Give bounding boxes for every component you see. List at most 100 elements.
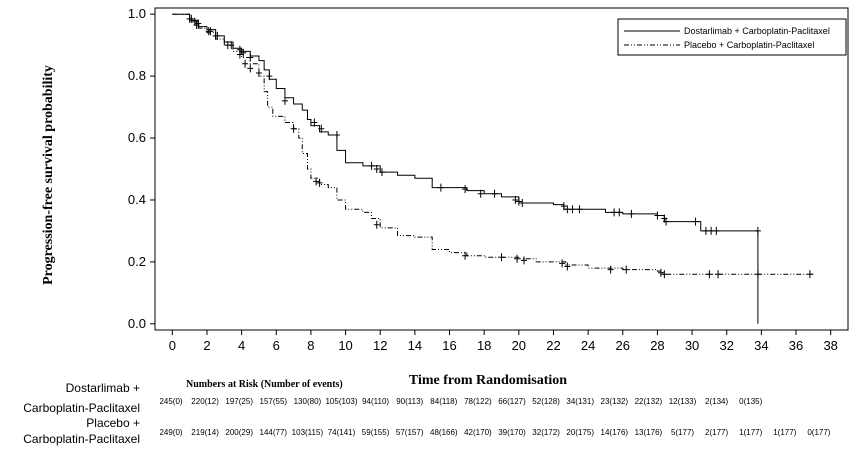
x-tick-label: 36 — [789, 338, 803, 353]
censor-mark — [628, 209, 635, 218]
risk-value: 144(77) — [260, 428, 288, 437]
legend-box — [617, 18, 847, 56]
x-tick-label: 32 — [719, 338, 733, 353]
risk-value: 0(135) — [739, 397, 762, 406]
risk-value: 1(177) — [773, 428, 796, 437]
legend-label-placebo: Placebo + Carboplatin-Paclitaxel — [684, 40, 814, 50]
risk-value: 84(118) — [430, 397, 457, 406]
x-tick-label: 12 — [373, 338, 387, 353]
x-tick-label: 4 — [238, 338, 245, 353]
censor-mark — [437, 183, 444, 192]
x-tick-label: 0 — [169, 338, 176, 353]
censor-mark — [514, 254, 521, 263]
censor-mark — [569, 205, 576, 214]
risk-values: 245(0) 220(12) 197(25) 157(55) 130(80) 105(10… — [159, 397, 830, 437]
risk-value: 94(110) — [362, 397, 389, 406]
censor-mark — [806, 270, 813, 279]
censor-mark — [654, 211, 661, 220]
x-tick-label: 14 — [408, 338, 422, 353]
censor-mark — [713, 226, 720, 235]
risk-value: 2(177) — [705, 428, 728, 437]
censor-mark — [477, 189, 484, 198]
censor-mark — [559, 259, 566, 268]
censor-mark — [368, 161, 375, 170]
risk-value: 157(55) — [260, 397, 288, 406]
censor-mark — [521, 256, 528, 265]
censor-mark — [236, 50, 243, 59]
censor-mark — [316, 178, 323, 187]
censor-mark — [318, 124, 325, 133]
risk-value: 90(113) — [396, 397, 423, 406]
risk-value: 42(170) — [464, 428, 492, 437]
x-tick-label: 2 — [203, 338, 210, 353]
risk-value: 20(175) — [566, 428, 594, 437]
x-tick-label: 34 — [754, 338, 768, 353]
risk-value: 5(177) — [671, 428, 694, 437]
risk-value: 130(80) — [294, 397, 322, 406]
censor-mark — [611, 208, 618, 217]
y-tick-label: 0.4 — [128, 192, 146, 207]
censor-mark — [205, 27, 212, 36]
censor-mark — [224, 41, 231, 50]
risk-value: 12(133) — [669, 397, 697, 406]
censor-mark — [663, 217, 670, 226]
censor-mark — [193, 21, 200, 30]
risk-value: 57(157) — [396, 428, 424, 437]
x-tick-label: 8 — [307, 338, 314, 353]
risk-value: 0(177) — [807, 428, 830, 437]
censor-mark — [462, 251, 469, 260]
censor-mark — [378, 168, 385, 177]
censor-mark — [212, 31, 219, 40]
y-tick-label: 0.8 — [128, 68, 146, 83]
x-axis: 0 2 4 6 8 10 12 14 16 18 20 22 24 26 28 30 32 34 36 38 — [169, 330, 838, 353]
risk-value: 1(177) — [739, 428, 762, 437]
risk-value: 14(176) — [601, 428, 629, 437]
risk-table-title: Numbers at Risk (Number of events) — [186, 379, 343, 390]
y-axis: 0.0 0.2 0.4 0.6 0.8 1.0 — [128, 6, 155, 331]
censor-mark — [754, 270, 761, 279]
censor-mark — [564, 262, 571, 271]
y-tick-label: 0.6 — [128, 130, 146, 145]
risk-value: 219(14) — [191, 428, 219, 437]
risk-value: 2(134) — [705, 397, 728, 406]
censor-mark — [564, 205, 571, 214]
risk-row-label-placebo-line2: Carboplatin-Paclitaxel — [23, 432, 140, 446]
y-tick-label: 1.0 — [128, 6, 146, 21]
censor-mark — [290, 124, 297, 133]
risk-value: 103(115) — [292, 428, 324, 437]
censor-mark — [512, 195, 519, 204]
risk-value: 23(132) — [601, 397, 629, 406]
x-axis-title: Time from Randomisation — [409, 373, 567, 388]
series-layer — [172, 13, 814, 324]
censor-mark — [661, 270, 668, 279]
x-tick-label: 26 — [616, 338, 630, 353]
y-tick-label: 0.2 — [128, 254, 146, 269]
risk-value: 74(141) — [328, 428, 356, 437]
plot-frame — [154, 7, 849, 331]
risk-value: 105(103) — [325, 397, 357, 406]
risk-value: 48(166) — [430, 428, 458, 437]
censor-mark — [657, 268, 664, 277]
risk-value: 66(127) — [498, 397, 526, 406]
x-tick-label: 30 — [685, 338, 699, 353]
y-axis-title: Progression-free survival probability — [41, 65, 56, 285]
risk-value: 249(0) — [159, 428, 182, 437]
censor-mark — [692, 217, 699, 226]
censor-mark — [255, 69, 262, 78]
risk-value: 220(12) — [191, 397, 219, 406]
censor-mark — [754, 226, 761, 235]
censor-mark — [373, 165, 380, 173]
censor-mark — [186, 14, 193, 23]
risk-value: 52(128) — [532, 397, 560, 406]
risk-value: 39(170) — [498, 428, 526, 437]
censor-mark — [491, 189, 498, 198]
risk-row-label-dostarlimab-line1: Dostarlimab + — [66, 381, 140, 395]
censor-mark — [702, 226, 709, 235]
censor-mark — [242, 59, 249, 68]
risk-value: 13(176) — [635, 428, 663, 437]
censor-mark — [560, 202, 567, 211]
censor-mark — [498, 253, 505, 262]
risk-value: 32(172) — [532, 428, 560, 437]
plot-area — [154, 7, 849, 331]
